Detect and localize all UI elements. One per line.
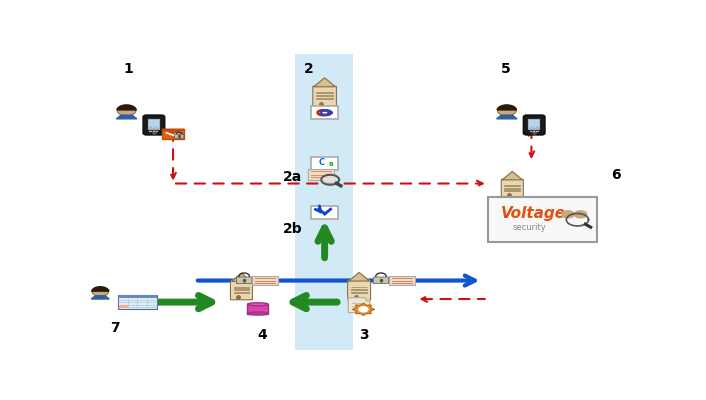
- Bar: [234, 287, 249, 288]
- Polygon shape: [352, 303, 374, 316]
- Polygon shape: [321, 175, 339, 185]
- Bar: [152, 128, 155, 129]
- Polygon shape: [498, 105, 516, 116]
- Bar: [162, 129, 184, 139]
- Polygon shape: [349, 272, 369, 281]
- Text: 7: 7: [110, 320, 120, 334]
- FancyBboxPatch shape: [237, 277, 252, 284]
- FancyArrowPatch shape: [198, 276, 474, 286]
- FancyBboxPatch shape: [230, 281, 253, 300]
- Bar: [118, 295, 157, 298]
- Bar: [316, 92, 333, 93]
- Bar: [528, 119, 540, 130]
- Polygon shape: [359, 307, 368, 312]
- Bar: [530, 131, 532, 132]
- Text: 1: 1: [124, 62, 133, 76]
- Polygon shape: [116, 105, 136, 110]
- Bar: [537, 126, 539, 127]
- Bar: [252, 276, 278, 285]
- FancyArrowPatch shape: [529, 130, 534, 157]
- Polygon shape: [232, 273, 251, 282]
- Bar: [504, 190, 520, 191]
- Bar: [533, 131, 535, 132]
- Polygon shape: [92, 287, 109, 291]
- FancyArrowPatch shape: [318, 228, 331, 258]
- Polygon shape: [91, 296, 109, 299]
- Bar: [351, 286, 367, 288]
- Polygon shape: [364, 298, 370, 301]
- Bar: [537, 131, 539, 132]
- Bar: [234, 292, 249, 293]
- Bar: [118, 295, 157, 309]
- Polygon shape: [348, 298, 370, 313]
- Polygon shape: [117, 105, 136, 116]
- Polygon shape: [162, 129, 184, 133]
- Bar: [316, 95, 333, 96]
- Bar: [150, 128, 152, 129]
- Text: 3: 3: [359, 328, 369, 342]
- Text: 4: 4: [258, 328, 268, 342]
- Bar: [311, 206, 338, 219]
- FancyArrowPatch shape: [293, 296, 337, 309]
- Bar: [156, 128, 158, 129]
- FancyArrowPatch shape: [154, 296, 212, 309]
- Bar: [152, 131, 155, 132]
- Bar: [351, 289, 367, 290]
- Bar: [316, 98, 333, 99]
- Polygon shape: [92, 287, 109, 296]
- Text: security: security: [513, 223, 546, 232]
- Polygon shape: [314, 78, 335, 87]
- Bar: [119, 305, 128, 308]
- Polygon shape: [497, 105, 517, 110]
- Bar: [247, 304, 268, 314]
- Bar: [152, 126, 155, 127]
- Bar: [504, 185, 520, 186]
- Polygon shape: [574, 211, 587, 218]
- Bar: [311, 106, 338, 119]
- Bar: [234, 289, 249, 290]
- Polygon shape: [116, 115, 137, 119]
- Text: 2: 2: [304, 62, 314, 76]
- Text: 6: 6: [611, 168, 621, 182]
- Bar: [351, 292, 367, 293]
- Ellipse shape: [247, 312, 268, 315]
- Bar: [389, 276, 415, 285]
- Bar: [537, 128, 539, 129]
- Text: a: a: [328, 161, 333, 167]
- Bar: [533, 128, 535, 129]
- Bar: [488, 197, 597, 242]
- FancyArrowPatch shape: [421, 296, 485, 302]
- Text: 2b: 2b: [282, 222, 302, 236]
- FancyBboxPatch shape: [523, 115, 545, 135]
- FancyBboxPatch shape: [313, 86, 337, 106]
- Bar: [295, 54, 352, 350]
- Ellipse shape: [247, 303, 268, 306]
- FancyArrowPatch shape: [170, 137, 176, 178]
- Bar: [150, 131, 152, 132]
- FancyBboxPatch shape: [373, 277, 389, 284]
- Text: C: C: [318, 158, 325, 167]
- Bar: [530, 126, 532, 127]
- Text: Voltage: Voltage: [501, 206, 566, 220]
- Bar: [148, 119, 160, 130]
- Bar: [156, 126, 158, 127]
- FancyBboxPatch shape: [501, 179, 523, 198]
- Polygon shape: [503, 172, 522, 180]
- Bar: [308, 169, 334, 180]
- FancyBboxPatch shape: [143, 115, 164, 135]
- Bar: [530, 128, 532, 129]
- Polygon shape: [496, 115, 517, 119]
- Bar: [311, 157, 338, 170]
- Text: 5: 5: [501, 62, 511, 76]
- FancyBboxPatch shape: [347, 280, 371, 300]
- Text: 2a: 2a: [282, 170, 301, 184]
- Bar: [156, 131, 158, 132]
- Polygon shape: [561, 211, 574, 218]
- FancyBboxPatch shape: [174, 134, 184, 138]
- Bar: [150, 126, 152, 127]
- Bar: [533, 126, 535, 127]
